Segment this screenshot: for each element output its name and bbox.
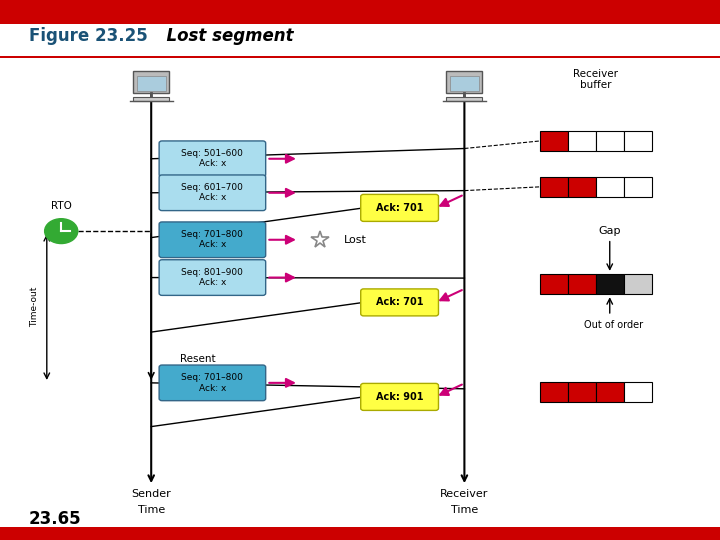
Bar [596, 131, 624, 151]
Text: Ack: 901: Ack: 901 [376, 392, 423, 402]
Circle shape [45, 219, 78, 244]
FancyBboxPatch shape [159, 365, 266, 401]
Text: Resent: Resent [180, 354, 216, 364]
Bar [596, 274, 624, 294]
Text: Time: Time [138, 505, 165, 515]
Text: Lost segment: Lost segment [155, 27, 294, 45]
Text: Seq: 501–600
Ack: x: Seq: 501–600 Ack: x [181, 149, 243, 168]
Bar [540, 177, 568, 197]
Bar [540, 274, 568, 294]
Text: Time-out: Time-out [30, 287, 39, 327]
Bar [0, 526, 720, 540]
Text: Seq: 701–800
Ack: x: Seq: 701–800 Ack: x [181, 373, 243, 393]
Bar [596, 382, 624, 402]
Bar [133, 97, 169, 101]
Bar [568, 177, 596, 197]
Bar [446, 97, 482, 101]
Text: Receiver
buffer: Receiver buffer [573, 69, 618, 90]
Text: Lost: Lost [343, 235, 366, 245]
Bar [624, 382, 652, 402]
Bar [624, 177, 652, 197]
Bar [0, 0, 720, 24]
FancyBboxPatch shape [159, 141, 266, 177]
Text: 23.65: 23.65 [29, 510, 81, 529]
FancyBboxPatch shape [159, 260, 266, 295]
Bar [596, 177, 624, 197]
Bar [0, 24, 720, 57]
Text: Seq: 701–800
Ack: x: Seq: 701–800 Ack: x [181, 230, 243, 249]
Text: Time: Time [451, 505, 478, 515]
Text: Ack: 701: Ack: 701 [376, 203, 423, 213]
Text: Ack: 701: Ack: 701 [376, 298, 423, 307]
Bar [540, 382, 568, 402]
FancyBboxPatch shape [361, 289, 438, 316]
FancyBboxPatch shape [361, 383, 438, 410]
Bar [0, 56, 720, 58]
Text: Gap: Gap [598, 226, 621, 236]
Text: RTO: RTO [51, 200, 71, 211]
Text: Sender: Sender [131, 489, 171, 499]
Bar [568, 274, 596, 294]
Bar [450, 76, 479, 91]
Bar [624, 274, 652, 294]
Bar [624, 131, 652, 151]
Bar [568, 382, 596, 402]
FancyBboxPatch shape [159, 222, 266, 258]
Text: Receiver: Receiver [440, 489, 489, 499]
Bar [568, 131, 596, 151]
Text: Figure 23.25: Figure 23.25 [29, 27, 148, 45]
FancyBboxPatch shape [361, 194, 438, 221]
Bar [137, 76, 166, 91]
Bar [446, 71, 482, 93]
FancyBboxPatch shape [159, 175, 266, 211]
Bar [133, 71, 169, 93]
Text: Seq: 801–900
Ack: x: Seq: 801–900 Ack: x [181, 268, 243, 287]
Bar [540, 131, 568, 151]
Text: Seq: 601–700
Ack: x: Seq: 601–700 Ack: x [181, 183, 243, 202]
Text: Out of order: Out of order [584, 320, 643, 330]
